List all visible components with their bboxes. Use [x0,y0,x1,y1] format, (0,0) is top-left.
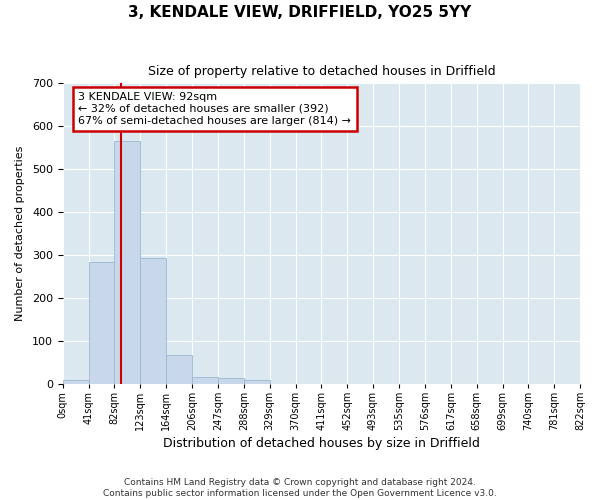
Text: 3, KENDALE VIEW, DRIFFIELD, YO25 5YY: 3, KENDALE VIEW, DRIFFIELD, YO25 5YY [128,5,472,20]
Bar [115,142,140,384]
X-axis label: Distribution of detached houses by size in Driffield: Distribution of detached houses by size … [163,437,480,450]
Bar [193,378,218,384]
Text: 3 KENDALE VIEW: 92sqm
← 32% of detached houses are smaller (392)
67% of semi-det: 3 KENDALE VIEW: 92sqm ← 32% of detached … [79,92,352,126]
Bar [218,378,244,384]
Bar [166,354,193,384]
Bar [63,380,89,384]
Bar [140,258,166,384]
Bar [89,262,115,384]
Bar [244,380,270,384]
Text: Contains HM Land Registry data © Crown copyright and database right 2024.
Contai: Contains HM Land Registry data © Crown c… [103,478,497,498]
Y-axis label: Number of detached properties: Number of detached properties [15,146,25,321]
Title: Size of property relative to detached houses in Driffield: Size of property relative to detached ho… [148,65,495,78]
